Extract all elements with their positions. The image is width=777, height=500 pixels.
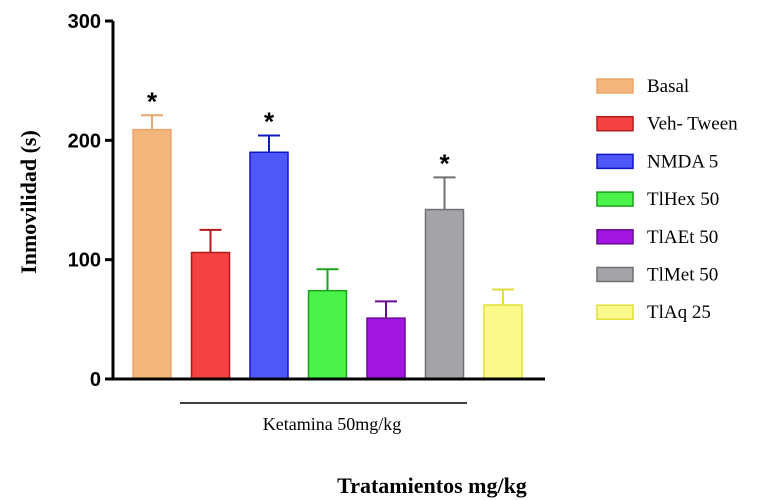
legend-label: Basal (647, 76, 689, 97)
group-label: Ketamina 50mg/kg (263, 414, 401, 434)
bar-basal (132, 128, 172, 380)
legend-swatch (596, 229, 634, 245)
legend-label: NMDA 5 (647, 151, 718, 172)
legend-label: TlAEt 50 (647, 227, 718, 248)
y-tick-label: 100 (68, 250, 101, 272)
bar-tlaet-50 (366, 317, 406, 380)
y-tick-label: 300 (68, 11, 101, 33)
x-axis-title: Tratamientos mg/kg (337, 473, 527, 498)
y-axis-title: Inmovilidad (s) (16, 130, 41, 274)
legend-swatch (596, 304, 634, 320)
legend: Basal Veh- Tween NMDA 5 TlHex 50 TlAEt 50 TlM… (596, 76, 738, 323)
legend-swatch (596, 78, 634, 94)
legend-swatch (596, 153, 634, 170)
legend-label: TlMet 50 (647, 265, 718, 286)
y-tick-label: 0 (90, 369, 101, 391)
group-bracket: Ketamina 50mg/kg (180, 402, 467, 434)
bar-veh-tween (190, 251, 231, 380)
bar-nmda-5 (249, 151, 289, 380)
significance-marker: * (264, 107, 275, 137)
legend-label: TlAq 25 (647, 302, 711, 323)
bar-tlmet-50 (424, 208, 465, 380)
legend-swatch (596, 115, 634, 132)
bar-tlaq-25 (483, 304, 523, 380)
legend-label: Veh- Tween (647, 114, 738, 135)
y-axis: 0 100 200 300 (68, 11, 115, 391)
bar-tlhex-50 (307, 289, 348, 380)
legend-label: TlHex 50 (647, 189, 719, 210)
significance-marker: * (147, 86, 158, 116)
legend-swatch (596, 266, 634, 283)
y-tick-label: 200 (68, 130, 101, 152)
bars: * * * (132, 86, 523, 380)
legend-swatch (596, 191, 634, 207)
significance-marker: * (439, 148, 450, 178)
